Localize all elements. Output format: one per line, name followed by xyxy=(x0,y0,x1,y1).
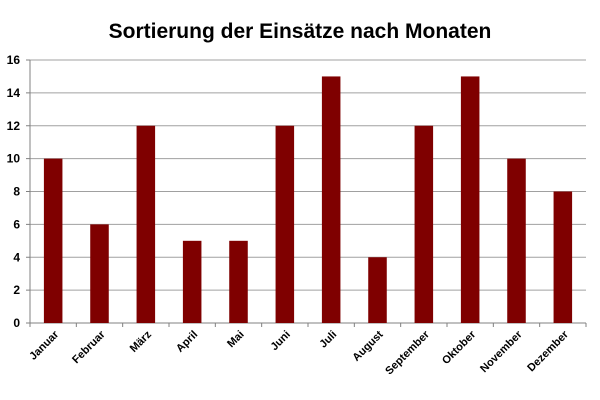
x-tick-label: September xyxy=(383,328,432,377)
bar-februar xyxy=(90,224,109,323)
x-tick-label: Februar xyxy=(70,328,108,366)
bar-dezember xyxy=(553,191,573,323)
bar-mai xyxy=(229,240,248,323)
y-tick-label: 8 xyxy=(13,185,20,199)
x-tick-label: Oktober xyxy=(440,328,479,367)
bar-juli xyxy=(321,76,341,323)
bar-juni xyxy=(275,125,295,323)
y-tick-label: 10 xyxy=(7,152,21,166)
x-tick-label: Juli xyxy=(317,329,339,351)
y-tick-label: 14 xyxy=(7,86,21,100)
y-tick-label: 0 xyxy=(13,316,20,330)
bar-september xyxy=(414,125,434,323)
x-tick-label: April xyxy=(174,329,200,355)
bar-oktober xyxy=(460,76,480,323)
x-tick-label: Januar xyxy=(27,328,62,363)
chart-title: Sortierung der Einsätze nach Monaten xyxy=(108,20,492,43)
bar-april xyxy=(182,240,202,323)
y-tick-label: 16 xyxy=(7,53,21,67)
y-tick-label: 12 xyxy=(7,119,21,133)
x-tick-label: November xyxy=(478,328,525,375)
x-tick-label: Juni xyxy=(268,329,292,353)
y-tick-label: 2 xyxy=(13,283,20,297)
bar-august xyxy=(368,257,387,323)
bar-november xyxy=(507,158,526,323)
y-tick-label: 6 xyxy=(13,217,20,231)
x-tick-label: März xyxy=(128,328,155,355)
bar-januar xyxy=(43,158,63,323)
x-tick-label: Dezember xyxy=(525,328,571,374)
x-tick-label: August xyxy=(350,328,386,364)
bar-märz xyxy=(136,125,156,323)
x-tick-label: Mai xyxy=(225,329,246,350)
y-tick-label: 4 xyxy=(13,250,20,264)
